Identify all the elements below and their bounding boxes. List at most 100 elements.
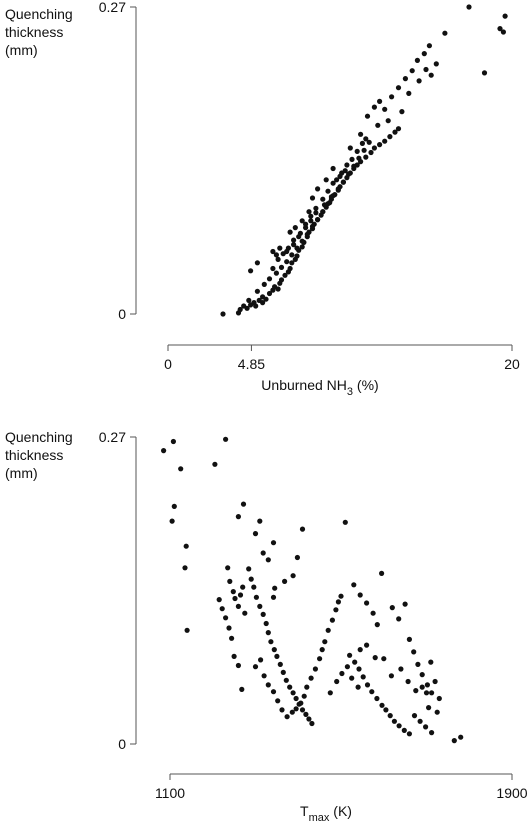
bottom-data-point [258, 657, 264, 663]
bottom-data-point [279, 707, 285, 713]
bottom-data-point [290, 573, 296, 579]
bottom-data-point [379, 570, 385, 577]
bottom-data-point [265, 682, 271, 688]
top-data-point [421, 51, 427, 57]
top-data-point [315, 186, 321, 192]
top-data-point [285, 245, 291, 251]
top-data-point [500, 29, 506, 35]
bottom-data-point [303, 711, 309, 718]
top-data-point [263, 296, 269, 302]
bottom-data-point [237, 592, 244, 598]
top-data-point [308, 213, 314, 219]
bottom-data-point [339, 670, 345, 677]
top-data-point [278, 264, 285, 270]
bottom-data-point [275, 698, 281, 704]
bottom-data-point [257, 603, 263, 610]
bottom-data-point [434, 709, 440, 715]
bottom-data-point [293, 695, 299, 702]
top-data-point [395, 85, 402, 91]
bottom-data-point [419, 672, 425, 678]
bottom-data-point [235, 662, 241, 669]
bottom-data-point [260, 550, 266, 556]
top-data-point [289, 252, 295, 258]
bottom-data-point [374, 695, 380, 702]
bottom-data-point [411, 649, 417, 655]
top-y-tick-label: 0.27 [99, 0, 126, 15]
top-data-point [261, 281, 267, 287]
top-ylabel-line-1: Quenching [5, 6, 73, 22]
top-data-point [294, 245, 300, 251]
bottom-data-point [242, 610, 248, 616]
bottom-data-point [289, 709, 295, 715]
top-data-point [334, 177, 340, 183]
top-data-point [361, 147, 367, 153]
top-data-point [315, 217, 321, 223]
top-data-point [273, 270, 279, 276]
bottom-data-point [364, 600, 370, 606]
top-data-point [270, 248, 276, 255]
bottom-data-point [396, 616, 402, 622]
top-data-point [402, 76, 408, 82]
bottom-data-point [171, 503, 177, 509]
top-data-point [466, 4, 472, 10]
top-data-point [287, 229, 293, 235]
bottom-data-point [184, 627, 190, 633]
bottom-data-point [364, 642, 370, 648]
bottom-data-point [424, 682, 430, 688]
bottom-ylabel-line-1: Quenching [5, 429, 73, 445]
bottom-data-point [268, 639, 274, 645]
bottom-data-point [282, 578, 288, 585]
top-data-point [346, 171, 352, 177]
top-y-tick-label: 0 [118, 306, 126, 322]
top-data-point [363, 136, 369, 142]
top-data-point [287, 265, 293, 272]
bottom-data-point [360, 674, 366, 680]
top-data-point [481, 70, 488, 76]
bottom-data-point [231, 653, 237, 660]
bottom-data-point [225, 565, 231, 571]
bottom-data-point [219, 606, 225, 612]
bottom-data-point [429, 690, 435, 696]
bottom-data-point [271, 647, 277, 653]
bottom-data-point [301, 693, 307, 699]
bottom-data-point [347, 652, 353, 658]
bottom-data-point [223, 436, 229, 442]
top-data-point [359, 140, 365, 146]
top-data-point [275, 256, 281, 262]
bottom-data-point [417, 718, 423, 724]
top-data-point [423, 66, 429, 73]
top-data-point [382, 106, 388, 112]
bottom-data-point [169, 518, 175, 524]
bottom-data-point [277, 661, 283, 668]
bottom-data-point [287, 684, 293, 690]
top-chart: 0 0.27 0 4.85 20 Unburned NH3 (%) [99, 0, 520, 398]
bottom-data-point [270, 689, 277, 695]
bottom-data-point [252, 531, 259, 537]
top-data-point [266, 290, 273, 297]
bottom-data-point [383, 707, 389, 713]
bottom-data-point [248, 576, 254, 582]
top-data-point [292, 225, 298, 231]
top-data-point [280, 251, 286, 257]
top-x-tick-label: 4.85 [238, 356, 265, 372]
bottom-data-point [312, 666, 318, 672]
bottom-data-point [342, 519, 348, 525]
bottom-data-point [308, 675, 314, 681]
top-data-point [347, 145, 353, 151]
bottom-ylabel-line-3: (mm) [5, 465, 38, 481]
top-data-point [414, 57, 420, 64]
top-data-point [248, 268, 254, 274]
bottom-data-point [226, 625, 232, 631]
bottom-data-point [372, 655, 378, 661]
top-data-point [371, 145, 377, 151]
top-ylabel-line-2: thickness [5, 24, 64, 40]
top-data-point [356, 155, 362, 161]
top-data-point [349, 156, 355, 162]
bottom-data-point [212, 461, 218, 467]
top-data-point [278, 277, 285, 283]
top-data-point [335, 186, 341, 192]
bottom-data-point [338, 593, 344, 599]
top-data-point [254, 260, 260, 266]
bottom-chart-ylabel: Quenching thickness (mm) [5, 428, 73, 482]
